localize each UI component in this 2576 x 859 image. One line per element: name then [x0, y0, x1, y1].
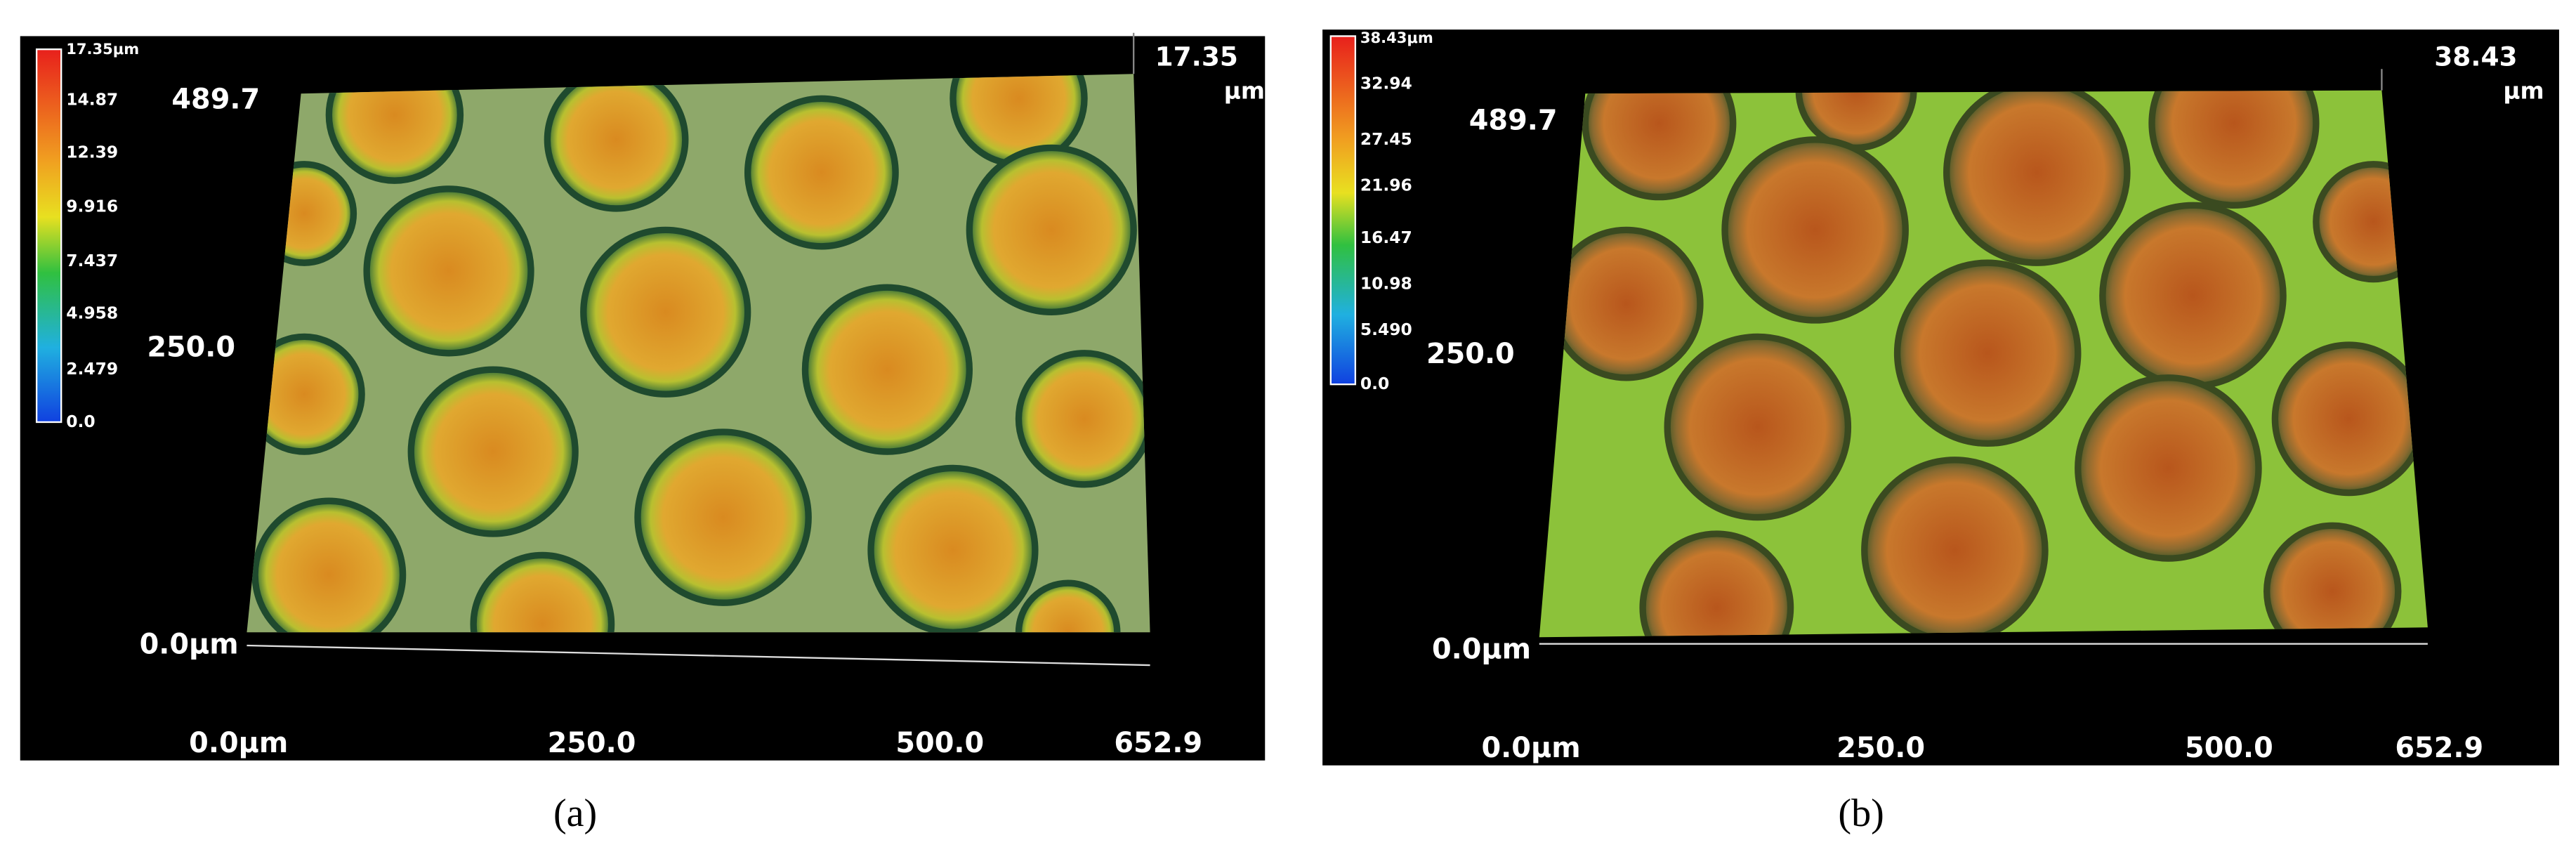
z-max-label: 17.35 — [1155, 41, 1238, 72]
x-label: 250.0 — [548, 727, 636, 759]
dome — [1015, 579, 1121, 633]
caption: (a) — [553, 792, 597, 835]
dome — [1015, 350, 1150, 488]
dome — [251, 497, 407, 633]
x-label: 0.0μm — [189, 727, 288, 759]
dome — [1893, 259, 2082, 447]
dome — [2148, 90, 2320, 209]
dome — [2263, 522, 2402, 638]
dome — [470, 551, 615, 633]
dome — [2271, 341, 2426, 497]
z-unit: μm — [1224, 77, 1265, 104]
colorbar-label: 2.479 — [66, 359, 118, 379]
dome — [867, 464, 1039, 633]
colorbar-label: 5.490 — [1360, 320, 1412, 339]
colorbar — [1329, 35, 1357, 386]
y-label: 250.0 — [147, 331, 235, 363]
dome — [580, 226, 751, 398]
dome — [2099, 202, 2287, 390]
colorbar-label: 38.43μm — [1360, 29, 1433, 46]
dome — [801, 284, 973, 455]
dome — [966, 144, 1137, 315]
dome — [634, 428, 812, 606]
colorbar-label: 32.94 — [1360, 73, 1412, 93]
dome — [1549, 226, 1704, 381]
colorbar-label: 16.47 — [1360, 228, 1412, 247]
colorbar-label: 21.96 — [1360, 175, 1412, 195]
colorbar-label: 0.0 — [66, 412, 95, 431]
dome — [2075, 374, 2262, 562]
dome — [544, 74, 689, 212]
colorbar-label: 7.437 — [66, 251, 118, 270]
dome — [1582, 90, 1737, 201]
colorbar-label: 12.39 — [66, 142, 118, 162]
dome — [1721, 136, 1909, 324]
dome — [407, 366, 579, 537]
dome — [1861, 457, 2049, 638]
y-label: 250.0 — [1426, 338, 1515, 370]
dome — [744, 95, 899, 250]
colorbar-label: 17.35μm — [66, 40, 139, 58]
dome — [1943, 90, 2131, 266]
x-label: 250.0 — [1836, 732, 1925, 764]
x-label: 500.0 — [2185, 732, 2273, 764]
y-label: 0.0μm — [140, 629, 239, 661]
dome — [1664, 333, 1852, 521]
dome — [247, 333, 365, 455]
x-axis — [247, 644, 1150, 667]
colorbar-label: 9.916 — [66, 197, 118, 216]
z-unit: μm — [2503, 77, 2544, 104]
x-label: 652.9 — [2395, 732, 2483, 764]
y-label: 489.7 — [171, 83, 260, 115]
y-label: 489.7 — [1469, 105, 1558, 137]
dome — [363, 185, 534, 357]
colorbar — [35, 48, 63, 424]
domes — [1549, 90, 2428, 638]
dome — [1639, 530, 1794, 638]
colorbar-label: 14.87 — [66, 90, 118, 110]
colorbar-label: 4.958 — [66, 303, 118, 323]
z-max-label: 38.43 — [2434, 41, 2517, 72]
x-label: 652.9 — [1114, 727, 1202, 759]
caption: (b) — [1838, 792, 1884, 835]
x-label: 500.0 — [895, 727, 984, 759]
y-label: 0.0μm — [1432, 634, 1531, 666]
x-label: 0.0μm — [1482, 732, 1581, 764]
colorbar-label: 10.98 — [1360, 274, 1412, 294]
colorbar-label: 0.0 — [1360, 374, 1389, 393]
colorbar-label: 27.45 — [1360, 129, 1412, 149]
